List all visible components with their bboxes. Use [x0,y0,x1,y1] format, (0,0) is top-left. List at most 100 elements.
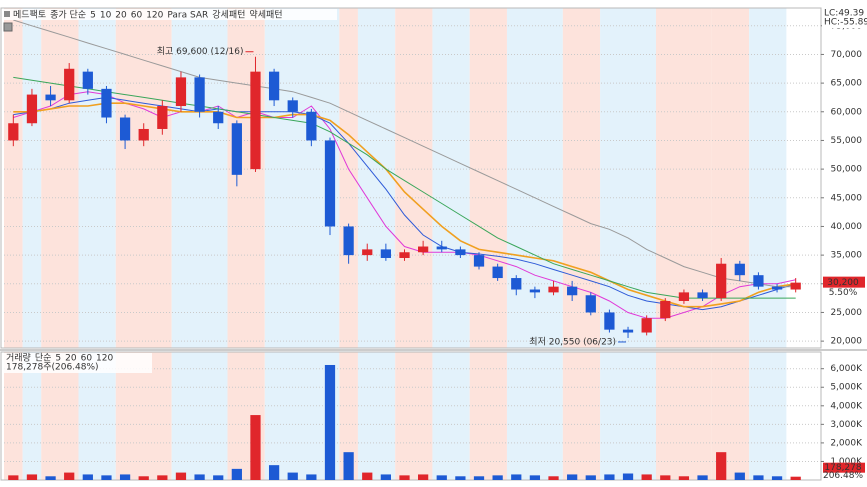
volume-bar [268,465,280,480]
pattern-band [171,352,228,480]
last-price-box [823,276,865,288]
candle-body [343,226,354,256]
candle-body [678,292,690,301]
candle-body [362,249,373,256]
legend-icon [3,22,13,32]
legend-entry: 5 [90,11,96,21]
volume-bar [380,474,391,480]
candle-body [585,295,596,313]
legend-entry: 강세패턴 [212,10,245,21]
pattern-band [78,352,116,480]
candle-body [473,255,485,267]
last-volume-change: 206.48% [823,471,863,481]
legend-entry: 약세패턴 [249,9,282,21]
moving-average-line [13,76,796,299]
y-tick-label: 20,000 [831,337,863,347]
pattern-band [339,8,358,348]
pattern-band [395,352,433,480]
legend-entry: 20 [65,354,77,364]
volume-bar [753,475,764,480]
pattern-band [469,352,507,480]
candle-body [604,312,615,330]
last-volume-label: 178,278 [824,463,861,473]
volume-bar [45,476,56,480]
volume-bar [362,472,373,480]
volume-bar [604,474,615,480]
pattern-band [655,352,712,480]
candle-body [306,111,317,141]
candle-body [157,106,168,129]
y-tick-label: 2,000K [830,438,863,448]
candle-body [511,278,522,290]
candle-body [734,263,745,276]
pattern-band [4,8,23,348]
volume-bar [306,474,317,480]
candle-body [790,282,801,290]
y-tick-label: 55,000 [831,136,863,146]
candle-body [101,88,112,118]
candle-body [268,71,280,101]
volume-bar [548,476,559,480]
volume-bar [716,452,727,480]
pattern-band [339,352,358,480]
candle-body [436,246,447,250]
hc-label: HC:-55.89 [824,18,867,28]
y-tick-label: 3,000K [830,420,863,430]
volume-bar [529,475,541,480]
candle-body [324,140,336,227]
volume-bar [175,472,187,480]
pattern-band [22,8,42,348]
pattern-band [562,352,601,480]
legend-label: 종가 단순 [50,10,86,21]
moving-average-line [13,19,796,288]
legend-entry: 5 [55,354,61,364]
pattern-band [749,352,787,480]
volume-bar [678,476,690,480]
y-tick-label: 70,000 [831,50,863,60]
annotation-label: 최고 69,600 (12/16) [157,46,244,57]
y-tick-label: 4,000K [830,401,863,411]
y-tick-label: 5,000K [830,383,863,393]
pattern-band [115,352,172,480]
volume-title: 거래량 [6,352,31,364]
candle-body [26,94,38,124]
volume-bar [119,474,131,480]
candle-body [138,128,149,141]
volume-bar [641,474,652,480]
y-tick-label: 1,000K [830,457,863,467]
y-tick-label: 6,000K [830,364,863,374]
volume-bar [455,476,466,480]
volume-bar [213,475,224,480]
volume-bar [697,475,708,480]
candle-body [64,68,75,101]
y-tick-label: 35,000 [831,251,863,261]
legend-entry: 10 [100,11,112,21]
candle-body [287,100,298,112]
volume-bar [82,474,93,480]
last-volume-box [823,462,865,473]
price-panel-frame [0,7,822,349]
candle-body [567,286,578,296]
legend-entry: 60 [131,11,143,21]
y-tick-label: 50,000 [831,165,863,175]
candle-body [194,77,205,112]
pattern-band [41,8,79,348]
last-change-label: 5.50% [829,288,858,298]
title-background [2,9,337,20]
candle-body [771,286,783,290]
legend-icon [4,11,10,17]
pattern-band [171,8,228,348]
candle-body [641,318,652,333]
volume-bar [734,472,745,480]
volume-bar [101,475,112,480]
pattern-band [357,352,396,480]
candle-body [119,117,131,141]
legend-entry: 20 [115,11,127,21]
volume-bar [324,364,336,480]
volume-bar [567,474,578,480]
volume-bar [660,475,671,480]
legend-label: Para SAR [167,11,208,21]
candle-body [380,249,391,258]
legend-entry: 120 [96,354,113,364]
